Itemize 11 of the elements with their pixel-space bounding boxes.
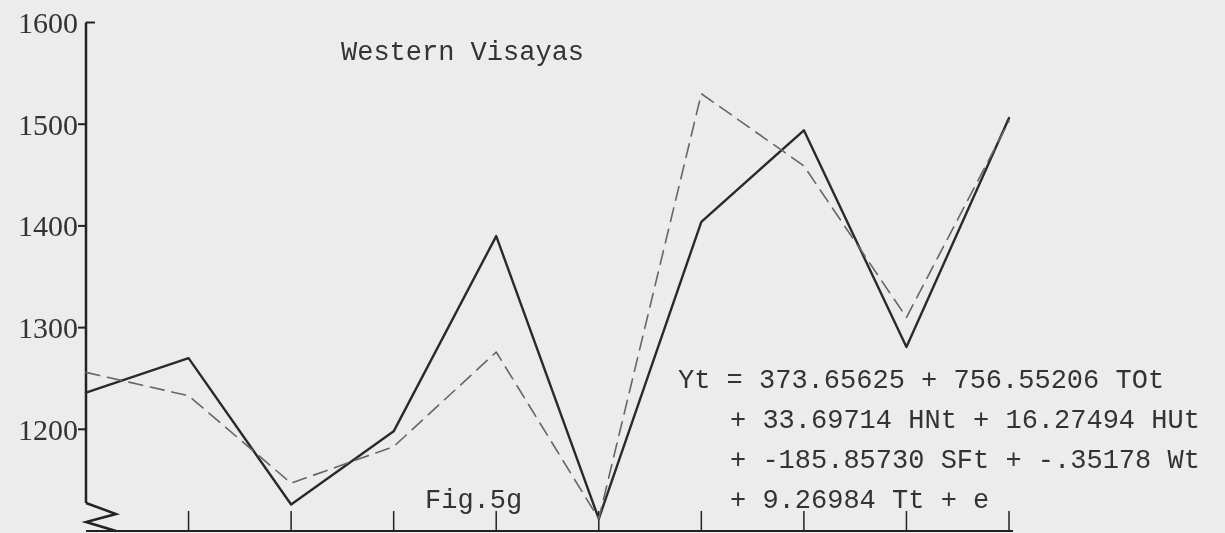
y-tick-label: 1300 xyxy=(18,311,78,345)
annotation: Fig.5g xyxy=(425,486,523,516)
annotation: + -185.85730 SFt + -.35178 Wt xyxy=(730,446,1200,476)
text: Western Visayas xyxy=(341,38,585,68)
annotation: + 9.26984 Tt + e xyxy=(730,486,990,516)
y-tick-label: 1500 xyxy=(18,107,78,141)
y-tick-label: 1400 xyxy=(18,209,78,243)
y-tick-label: 1200 xyxy=(18,412,78,446)
y-tick-label: 1600 xyxy=(18,6,78,39)
annotation: + 33.69714 HNt + 16.27494 HUt xyxy=(730,406,1200,436)
annotation: Yt = 373.65625 + 756.55206 TOt xyxy=(678,366,1165,396)
